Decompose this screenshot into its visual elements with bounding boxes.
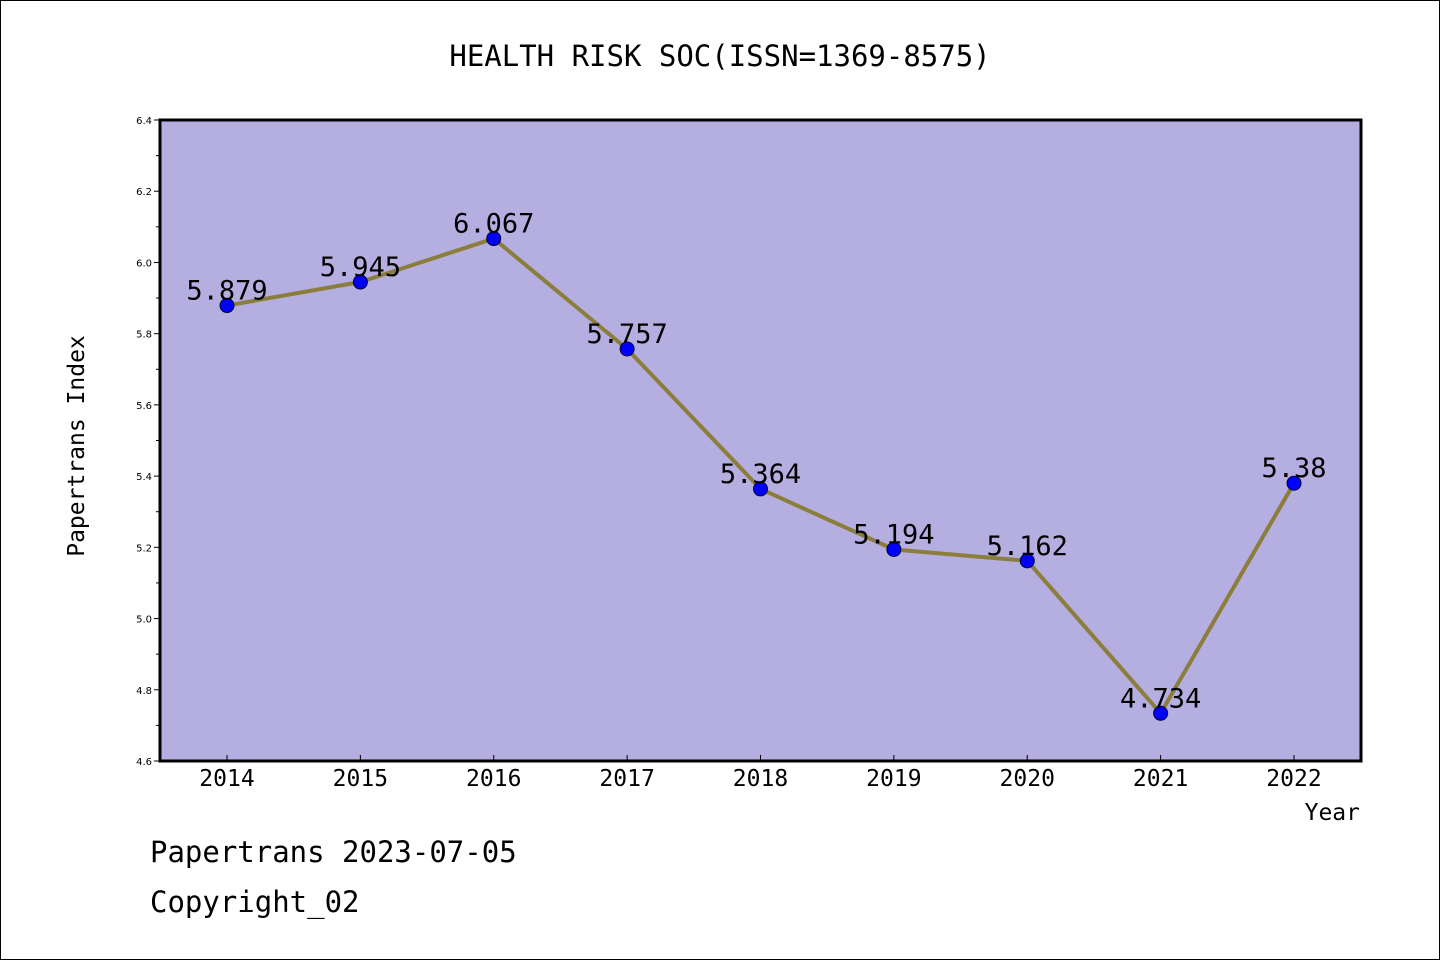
data-label: 5.194 — [853, 519, 934, 550]
y-tick-label: 6.0 — [136, 258, 152, 269]
chart-title: HEALTH RISK SOC(ISSN=1369-8575) — [449, 39, 990, 73]
data-point — [352, 274, 368, 290]
x-tick-label: 2014 — [199, 766, 254, 792]
data-label: 5.945 — [320, 252, 401, 283]
x-axis-label: Year — [1305, 800, 1360, 826]
data-point — [619, 341, 635, 357]
data-label: 5.879 — [186, 276, 267, 307]
data-label: 4.734 — [1120, 683, 1201, 714]
plot-area — [158, 118, 1363, 763]
x-axis-ticks: 2014 2015 2016 2017 2018 2019 2020 2021 2022 — [199, 755, 1322, 792]
data-point — [1019, 553, 1035, 569]
x-tick-label: 2021 — [1133, 766, 1188, 792]
data-point — [1286, 475, 1302, 491]
y-tick-label: 5.2 — [136, 543, 152, 554]
x-tick-label: 2022 — [1266, 766, 1321, 792]
y-tick-label: 5.6 — [136, 401, 152, 412]
x-tick-label: 2017 — [599, 766, 654, 792]
y-tick-label: 5.4 — [136, 472, 152, 483]
data-point — [886, 541, 902, 557]
x-tick-label: 2015 — [333, 766, 388, 792]
data-label: 5.38 — [1261, 453, 1326, 484]
data-label: 5.757 — [586, 319, 667, 350]
y-tick-label: 4.6 — [136, 757, 152, 768]
y-tick-label: 6.2 — [136, 187, 152, 198]
y-tick-label: 5.8 — [136, 330, 152, 341]
x-tick-label: 2016 — [466, 766, 521, 792]
data-point — [486, 231, 502, 247]
y-tick-label: 5.0 — [136, 615, 152, 626]
data-point — [1153, 705, 1169, 721]
data-label: 5.364 — [720, 459, 801, 490]
footer-copyright: Copyright_02 — [150, 885, 360, 919]
data-point — [219, 298, 235, 314]
x-tick-label: 2019 — [866, 766, 921, 792]
data-point — [753, 481, 768, 497]
y-axis-ticks: 4.6 4.8 5.0 5.2 5.4 5.6 5.8 6.0 6.2 6.4 — [136, 116, 160, 768]
series-group: 5.879 5.945 6.067 5.757 5.364 5.194 5.162 4.734… — [186, 209, 1327, 721]
y-tick-label: 4.8 — [136, 686, 152, 697]
data-label: 6.067 — [453, 209, 534, 240]
x-tick-label: 2020 — [1000, 766, 1055, 792]
footer-date: Papertrans 2023-07-05 — [150, 835, 517, 869]
y-axis-label: Papertrans Index — [64, 335, 90, 557]
y-tick-label: 6.4 — [136, 116, 152, 127]
data-label: 5.162 — [987, 531, 1068, 562]
x-tick-label: 2018 — [733, 766, 788, 792]
